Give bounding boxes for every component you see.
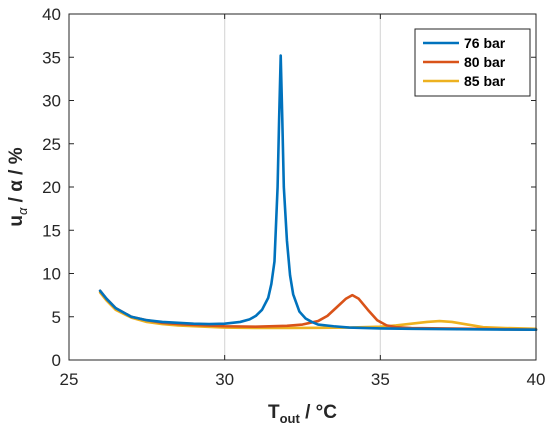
y-tick-label: 5 <box>52 308 61 327</box>
legend-label: 76 bar <box>464 35 506 51</box>
x-axis-label: Tout / °C <box>268 402 337 426</box>
y-tick-label: 35 <box>42 48 61 67</box>
legend-label: 85 bar <box>464 73 506 89</box>
y-tick-label: 0 <box>52 351 61 370</box>
y-axis-label-rest: / α / % <box>6 147 27 207</box>
y-axis-label: uα / α / % <box>6 147 30 226</box>
x-axis-label-subscript: out <box>280 411 301 426</box>
x-tick-label: 30 <box>215 370 234 389</box>
y-tick-label: 10 <box>42 265 61 284</box>
axis-ticks <box>68 13 537 361</box>
grid <box>224 14 381 360</box>
y-tick-label: 40 <box>42 5 61 24</box>
legend-label: 80 bar <box>464 54 506 70</box>
y-axis-label-subscript: α <box>15 207 30 215</box>
series-line <box>98 291 538 331</box>
y-tick-label: 15 <box>42 221 61 240</box>
x-tick-label: 25 <box>60 370 79 389</box>
x-tick-label: 40 <box>527 370 546 389</box>
y-axis-label-main: u <box>6 215 27 227</box>
series-line <box>98 54 538 332</box>
x-axis-label-rest: / °C <box>300 402 337 423</box>
y-tick-label: 25 <box>42 135 61 154</box>
series-lines <box>98 54 538 332</box>
tick-labels: 25 30 35 40 0 5 10 15 20 25 30 35 40 <box>42 5 545 389</box>
y-tick-label: 30 <box>42 92 61 111</box>
y-tick-label: 20 <box>42 178 61 197</box>
x-tick-label: 35 <box>371 370 390 389</box>
x-axis-label-main: T <box>268 402 280 423</box>
legend: 76 bar 80 bar 85 bar <box>414 28 531 97</box>
